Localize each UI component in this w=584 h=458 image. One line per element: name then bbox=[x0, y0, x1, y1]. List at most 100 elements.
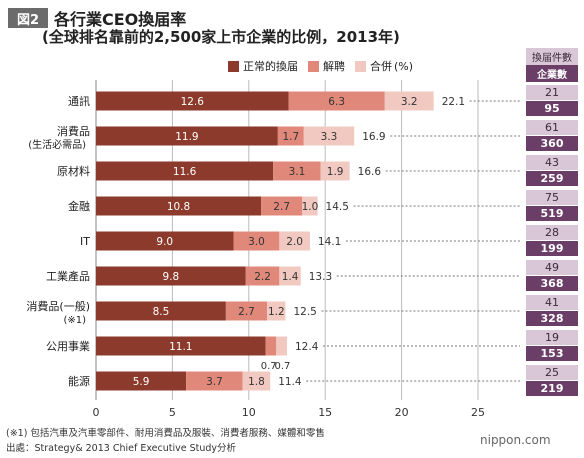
bar-segment-dismissal bbox=[288, 91, 385, 111]
company-count-box bbox=[526, 101, 578, 116]
segment-value-label: 1.4 bbox=[282, 271, 299, 283]
legend-swatch-merger bbox=[355, 60, 366, 72]
bar-segment-dismissal bbox=[273, 161, 321, 181]
legend-swatch-normal bbox=[228, 60, 239, 72]
legend-unit: (%) bbox=[394, 59, 414, 73]
company-count: 360 bbox=[541, 137, 564, 150]
company-count: 95 bbox=[544, 102, 559, 115]
company-count: 368 bbox=[541, 277, 564, 290]
succession-count: 19 bbox=[545, 331, 559, 344]
succession-count-box bbox=[526, 120, 578, 135]
figure-badge: 図2 bbox=[8, 8, 48, 28]
segment-value-label: 2.2 bbox=[254, 271, 271, 283]
segment-value-label: 2.7 bbox=[273, 201, 290, 213]
category-label: 公用事業 bbox=[46, 340, 90, 353]
company-count: 328 bbox=[541, 312, 564, 325]
total-label: 14.5 bbox=[326, 201, 349, 213]
legend-swatch-dismissal bbox=[308, 60, 319, 72]
category-label: IT bbox=[80, 235, 90, 248]
company-count-box bbox=[526, 346, 578, 361]
total-label: 11.4 bbox=[278, 376, 302, 388]
category-label: 金融 bbox=[68, 199, 90, 213]
segment-value-label: 0.7 bbox=[261, 361, 277, 372]
bar-segment-merger bbox=[242, 371, 271, 391]
x-tick-label: 25 bbox=[471, 406, 485, 419]
company-count-header: 企業數 bbox=[526, 65, 578, 82]
total-label: 16.6 bbox=[358, 166, 382, 178]
succession-count-box bbox=[526, 85, 578, 100]
company-count: 199 bbox=[541, 242, 564, 255]
segment-value-label: 1.7 bbox=[282, 131, 299, 143]
bar-segment-dismissal bbox=[261, 196, 303, 216]
bar-segment-normal bbox=[96, 301, 226, 321]
bar-segment-merger bbox=[303, 126, 355, 146]
segment-value-label: 11.6 bbox=[173, 166, 197, 178]
total-label: 14.1 bbox=[318, 236, 341, 248]
total-label: 12.4 bbox=[295, 341, 319, 353]
segment-value-label: 3.1 bbox=[289, 166, 306, 178]
segment-value-label: 2.0 bbox=[286, 236, 303, 248]
category-label: 能源 bbox=[68, 374, 90, 388]
company-count: 153 bbox=[541, 347, 564, 360]
company-count-box bbox=[526, 276, 578, 291]
x-tick-label: 0 bbox=[93, 406, 100, 419]
category-label: 通訊 bbox=[68, 94, 90, 108]
bar-segment-merger bbox=[279, 231, 310, 251]
succession-count: 41 bbox=[545, 296, 559, 309]
bar-segment-merger bbox=[320, 161, 350, 181]
bar-segment-normal bbox=[96, 161, 274, 181]
segment-value-label: 9.0 bbox=[156, 236, 173, 248]
bar-segment-normal bbox=[96, 336, 266, 356]
succession-count-box bbox=[526, 155, 578, 170]
x-tick-label: 20 bbox=[395, 406, 409, 419]
bar-segment-normal bbox=[96, 91, 289, 111]
bar-segment-merger bbox=[276, 336, 287, 356]
segment-value-label: 2.7 bbox=[238, 306, 255, 318]
segment-value-label: 11.1 bbox=[169, 341, 192, 353]
bar-segment-normal bbox=[96, 126, 278, 146]
bar-segment-dismissal bbox=[245, 266, 280, 286]
succession-count: 21 bbox=[545, 86, 559, 99]
total-label: 22.1 bbox=[442, 96, 465, 108]
bar-segment-normal bbox=[96, 266, 246, 286]
succession-count-box bbox=[526, 295, 578, 310]
company-count-box bbox=[526, 171, 578, 186]
category-label: 工業產品 bbox=[46, 269, 90, 283]
company-count-box bbox=[526, 206, 578, 221]
bar-segment-normal bbox=[96, 371, 187, 391]
bar-segment-dismissal bbox=[233, 231, 280, 251]
segment-value-label: 3.2 bbox=[401, 96, 418, 108]
segment-value-label: 1.2 bbox=[268, 306, 285, 318]
company-count-box bbox=[526, 381, 578, 396]
legend-label-merger: 合併 bbox=[370, 60, 392, 73]
bar-segment-normal bbox=[96, 231, 234, 251]
succession-count-box bbox=[526, 330, 578, 345]
chart-subtitle: (全球排名靠前的2,500家上市企業的比例，2013年) bbox=[42, 28, 400, 46]
succession-count-box bbox=[526, 260, 578, 275]
segment-value-label: 5.9 bbox=[133, 376, 150, 388]
legend: 正常的換届 解聘 合併 (%) bbox=[228, 58, 423, 74]
succession-count-box bbox=[526, 225, 578, 240]
x-tick-label: 5 bbox=[169, 406, 176, 419]
segment-value-label: 8.5 bbox=[153, 306, 170, 318]
segment-value-label: 3.3 bbox=[321, 131, 338, 143]
succession-count: 43 bbox=[545, 156, 559, 169]
segment-value-label: 10.8 bbox=[167, 201, 190, 213]
x-tick-label: 15 bbox=[318, 406, 332, 419]
company-count: 519 bbox=[541, 207, 564, 220]
segment-value-label: 1.8 bbox=[248, 376, 265, 388]
bar-segment-merger bbox=[384, 91, 434, 111]
category-sublabel: (生活必需品) bbox=[28, 138, 86, 151]
bar-segment-normal bbox=[96, 196, 262, 216]
company-count-box bbox=[526, 241, 578, 256]
category-label: 原材料 bbox=[57, 164, 90, 178]
succession-count-box bbox=[526, 190, 578, 205]
segment-value-label: 3.0 bbox=[248, 236, 265, 248]
bar-segment-merger bbox=[279, 266, 301, 286]
bar-segment-dismissal bbox=[265, 336, 277, 356]
bar-segment-dismissal bbox=[277, 126, 304, 146]
total-label: 16.9 bbox=[362, 131, 385, 143]
category-sublabel: (※1) bbox=[63, 315, 86, 326]
legend-label-normal: 正常的換届 bbox=[243, 60, 298, 73]
